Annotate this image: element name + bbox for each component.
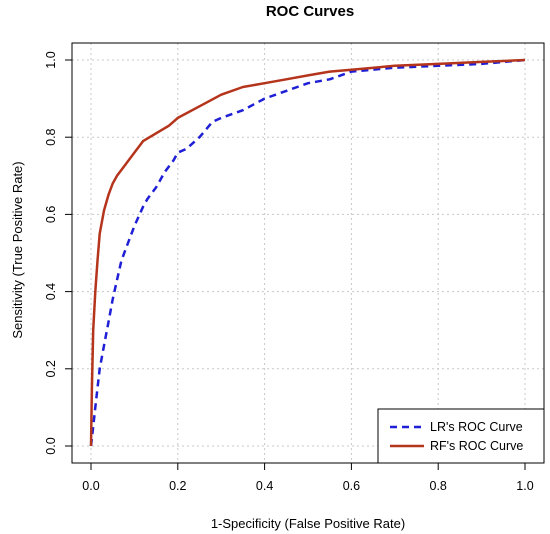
series-layer <box>89 58 526 447</box>
x-tick-label: 0.8 <box>430 479 447 493</box>
y-tick-label: 0.8 <box>44 128 58 145</box>
y-tick-label: 0.2 <box>44 360 58 377</box>
y-axis: 0.0 0.2 0.4 0.6 0.8 1.0 <box>44 51 72 455</box>
y-tick-label: 0.0 <box>44 437 58 454</box>
y-tick-label: 1.0 <box>44 51 58 68</box>
legend: LR's ROC Curve RF's ROC Curve <box>377 408 545 464</box>
x-tick-label: 1.0 <box>516 479 533 493</box>
y-tick-label: 0.6 <box>44 206 58 223</box>
y-tick-label: 0.4 <box>44 283 58 300</box>
series-line-lr <box>89 58 526 447</box>
x-tick-label: 0.4 <box>256 479 273 493</box>
chart-title: ROC Curves <box>266 3 354 20</box>
x-tick-label: 0.2 <box>169 479 186 493</box>
legend-label-rf: RF's ROC Curve <box>430 439 523 453</box>
x-tick-label: 0.6 <box>343 479 360 493</box>
y-axis-title: Sensitivity (True Positive Rate) <box>10 161 25 338</box>
series-line-rf <box>89 58 526 447</box>
x-axis-title: 1-Specificity (False Positive Rate) <box>211 516 405 531</box>
grid <box>72 43 544 463</box>
x-axis: 0.0 0.2 0.4 0.6 0.8 1.0 <box>82 463 534 493</box>
plot-frame <box>71 42 545 464</box>
legend-label-lr: LR's ROC Curve <box>430 420 523 434</box>
x-tick-label: 0.0 <box>82 479 99 493</box>
legend-box <box>377 408 545 464</box>
